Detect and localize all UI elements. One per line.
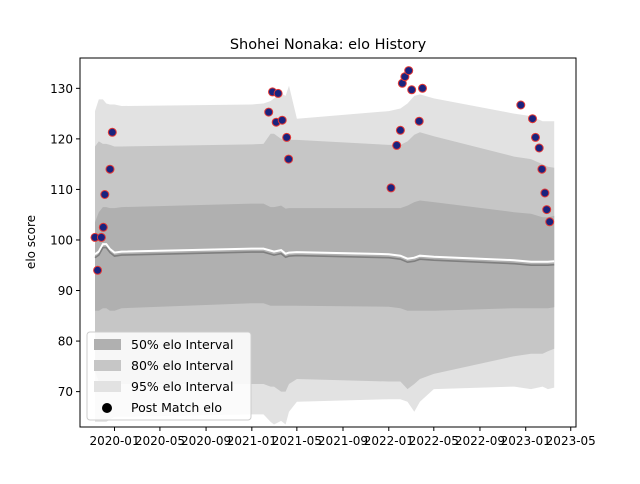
x-tick-label-6: 2021-09 (318, 434, 368, 448)
plot-frame (79, 57, 577, 428)
post-match-point-24 (516, 100, 526, 110)
y-tick-label-5: 110 (50, 183, 73, 197)
chart-title: Shohei Nonaka: elo History (230, 37, 427, 53)
post-match-point-3 (96, 232, 106, 242)
x-tick-label-3: 2020-09 (181, 434, 231, 448)
post-match-point-26 (531, 132, 540, 142)
post-match-point-16 (392, 140, 402, 150)
x-tick-label-9: 2022-09 (455, 434, 505, 448)
post-match-point-6 (105, 164, 115, 174)
post-match-point-7 (107, 127, 117, 137)
x-tick-label-2: 2020-05 (135, 434, 185, 448)
post-match-point-14 (284, 154, 294, 164)
y-tick-label-4: 100 (50, 233, 73, 247)
post-match-point-12 (277, 115, 287, 125)
post-match-point-4 (98, 222, 108, 232)
post-match-point-28 (537, 164, 547, 174)
legend-label-4: Post Match elo (131, 400, 222, 415)
x-axis-ticks: 2020-012020-052020-092021-012021-052021-… (89, 427, 596, 448)
legend-label-2: 80% elo Interval (131, 358, 233, 373)
post-match-point-25 (528, 114, 537, 124)
x-tick-label-10: 2023-01 (501, 434, 551, 448)
y-axis-label: elo score (24, 215, 38, 269)
y-tick-label-1: 70 (58, 385, 73, 399)
post-match-point-29 (540, 188, 550, 198)
x-tick-label-7: 2022-01 (364, 434, 414, 448)
x-tick-label-5: 2021-05 (272, 434, 322, 448)
y-tick-label-3: 90 (58, 284, 73, 298)
x-tick-label-11: 2023-05 (546, 434, 596, 448)
x-tick-label-4: 2021-01 (227, 434, 277, 448)
post-match-point-17 (395, 125, 405, 135)
legend-box (86, 331, 252, 421)
post-match-point-11 (273, 88, 283, 98)
post-match-point-15 (386, 183, 396, 193)
post-match-point-22 (414, 116, 424, 126)
post-match-point-5 (100, 190, 110, 199)
post-match-point-21 (407, 85, 417, 95)
legend-swatch-3 (94, 381, 121, 392)
post-match-point-13 (282, 132, 292, 142)
x-tick-label-1: 2020-01 (89, 434, 139, 448)
post-match-point-20 (404, 66, 414, 76)
y-tick-label-2: 80 (58, 335, 73, 349)
post-match-point-23 (418, 83, 427, 93)
legend: 50% elo Interval 80% elo Interval 95% elo … (86, 331, 252, 421)
legend-swatch-2 (94, 360, 121, 371)
legend-swatch-1 (94, 339, 121, 350)
legend-label-3: 95% elo Interval (131, 379, 233, 394)
y-axis-ticks: 70 80 90 100 110 120 130 (50, 82, 80, 399)
y-tick-label-6: 120 (50, 132, 73, 146)
mean-line-halo (94, 243, 555, 263)
legend-marker-4 (102, 403, 112, 413)
mean-line (94, 246, 555, 266)
x-tick-label-8: 2022-05 (409, 434, 459, 448)
post-match-point-27 (534, 143, 544, 153)
legend-label-1: 50% elo Interval (131, 337, 233, 352)
mean-lines (94, 243, 555, 266)
post-match-point-31 (545, 217, 555, 227)
post-match-point-2 (93, 265, 103, 275)
post-match-points (90, 66, 555, 275)
post-match-point-8 (264, 107, 274, 117)
post-match-point-30 (542, 205, 552, 215)
y-tick-label-7: 130 (50, 82, 73, 96)
